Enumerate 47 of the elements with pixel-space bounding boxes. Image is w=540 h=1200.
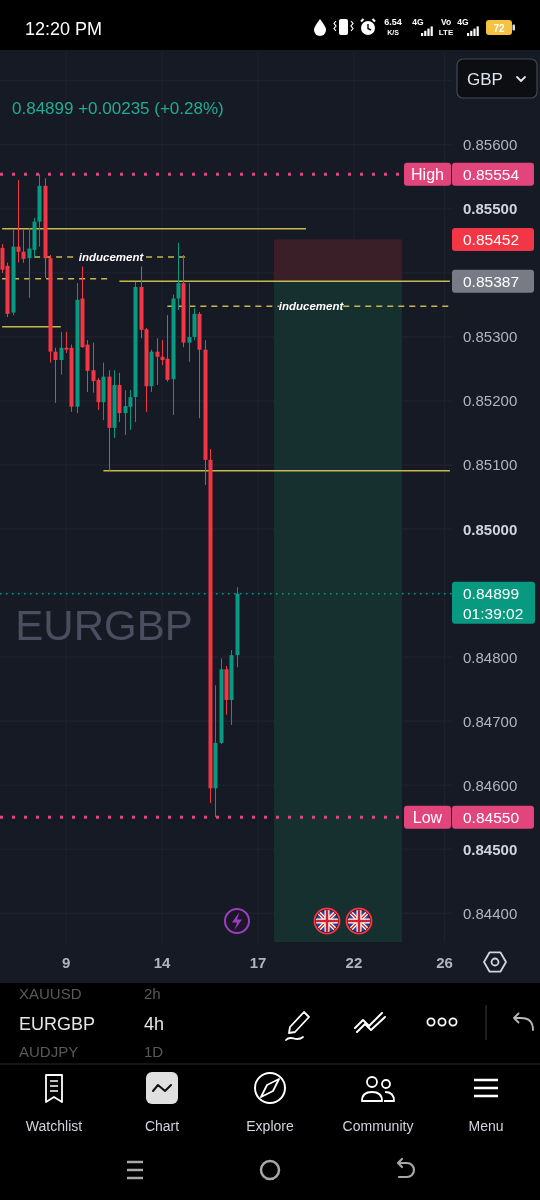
text: 0.84899	[463, 585, 520, 603]
text: 12:20 PM	[25, 19, 103, 39]
text: Chart	[144, 1118, 180, 1134]
text: 0.84550	[463, 808, 520, 826]
y-tick-label: 0.85200	[463, 392, 518, 410]
annotation: inducement	[78, 251, 145, 263]
y-tick-label: 0.85500	[463, 200, 518, 218]
text: GBP	[467, 70, 503, 89]
text: Vo	[440, 17, 452, 27]
text: XAUUSD	[19, 985, 82, 1002]
y-tick-label: 0.85000	[463, 520, 518, 538]
y-tick-label: 0.84400	[463, 904, 518, 922]
text: 4G	[412, 17, 425, 27]
text: EURGBP	[19, 1014, 96, 1034]
y-tick-label: 0.85300	[463, 328, 518, 346]
annotation: inducement	[278, 300, 345, 312]
x-tick-label: 26	[436, 954, 453, 971]
text: 0.85452	[463, 231, 520, 249]
y-tick-label: 0.85600	[463, 136, 518, 154]
text: 72	[493, 22, 505, 34]
x-tick-label: 17	[249, 954, 267, 971]
text: Community	[342, 1118, 414, 1134]
text: LTE	[438, 28, 454, 37]
ref-line-label: High	[411, 165, 444, 183]
x-tick-label: 14	[153, 954, 172, 971]
y-tick-label: 0.84500	[463, 840, 518, 858]
text: Menu	[468, 1118, 504, 1134]
data-label: 0.85387	[463, 272, 520, 290]
y-tick-label: 0.84600	[463, 776, 518, 794]
y-tick-label: 0.84700	[463, 712, 518, 730]
ref-line-label: Low	[412, 808, 443, 826]
text: Watchlist	[25, 1118, 83, 1134]
text: Explore	[246, 1118, 294, 1134]
text: 4G	[457, 17, 470, 27]
text: 0.84899 +0.00235 (+0.28%)	[12, 99, 224, 118]
text: 2h	[144, 985, 161, 1002]
text: EURGBP	[15, 602, 193, 649]
text: 6.54	[384, 17, 402, 27]
text: 1D	[144, 1043, 164, 1060]
y-tick-label: 0.85100	[463, 456, 518, 474]
text: 0.85554	[463, 165, 520, 183]
x-tick-label: 22	[345, 954, 363, 971]
text: AUDJPY	[19, 1043, 79, 1060]
text: 4h	[144, 1014, 165, 1034]
ref-line-label: 01:39:02	[463, 604, 524, 622]
x-tick-label: 9	[61, 954, 71, 971]
y-tick-label: 0.84800	[463, 648, 518, 666]
